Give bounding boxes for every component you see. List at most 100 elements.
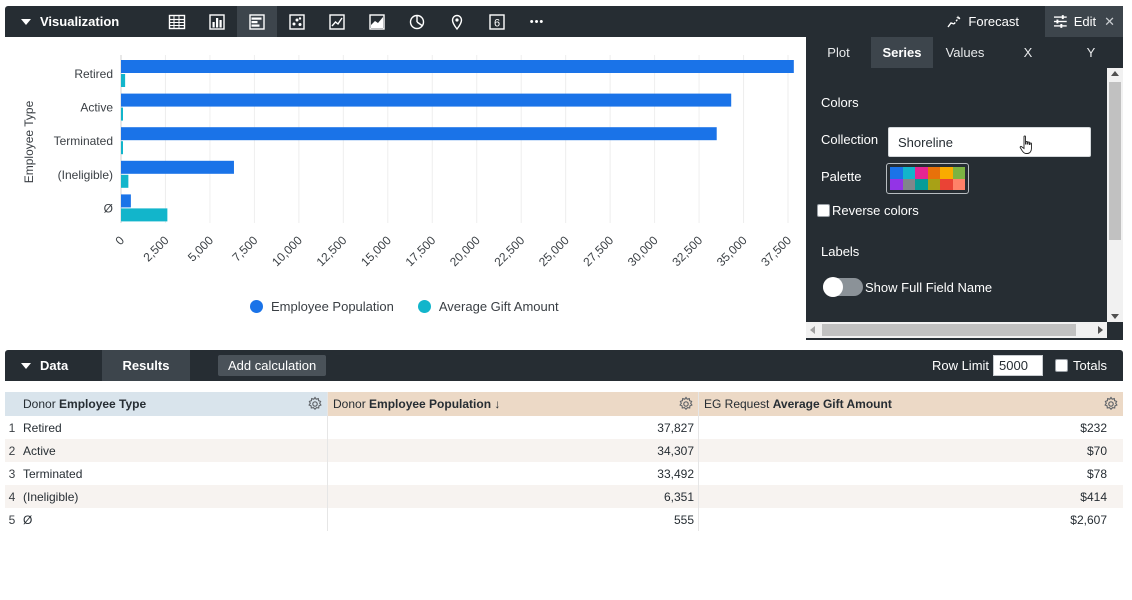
- collection-select[interactable]: Shoreline: [888, 127, 1091, 157]
- header-prefix: Donor: [333, 397, 370, 411]
- more-icon[interactable]: •••: [529, 15, 545, 28]
- pie-chart-icon[interactable]: [397, 6, 437, 37]
- table-row: 2 Active 34,307 $70: [5, 439, 1123, 462]
- scroll-down-arrow-icon[interactable]: [1111, 314, 1119, 319]
- row-limit-input[interactable]: 5000: [993, 355, 1044, 376]
- cell-average-gift-amount[interactable]: $2,607: [1070, 512, 1107, 527]
- edit-panel-body: Colors Collection Shoreline Palette Reve…: [806, 68, 1107, 322]
- bar-employee-population[interactable]: [121, 160, 234, 174]
- gear-icon[interactable]: [307, 396, 323, 412]
- caret-down-icon: [21, 18, 31, 25]
- sort-arrow-icon: ↓: [491, 397, 501, 411]
- header-bold: Average Gift Amount: [772, 397, 892, 411]
- column-header-average-gift-amount[interactable]: EG Request Average Gift Amount: [699, 392, 1123, 416]
- gear-icon[interactable]: [1103, 396, 1119, 412]
- cell-employee-type[interactable]: Ø: [19, 508, 328, 531]
- forecast-label: Forecast: [968, 14, 1019, 29]
- x-tick-label: 5,000: [185, 233, 216, 264]
- totals-checkbox[interactable]: [1055, 359, 1069, 372]
- visualization-toolbar: Visualization: [5, 6, 1123, 37]
- cell-employee-population[interactable]: 37,827: [328, 416, 699, 439]
- palette-swatch: [902, 178, 915, 190]
- bar-average-gift-amount[interactable]: [121, 74, 126, 87]
- cell-employee-population[interactable]: 6,351: [328, 485, 699, 508]
- tab-y[interactable]: Y: [1086, 45, 1096, 60]
- forecast-button[interactable]: Forecast: [946, 6, 1045, 37]
- reverse-colors-row[interactable]: Reverse colors: [817, 203, 919, 218]
- bar-average-gift-amount[interactable]: [121, 107, 123, 121]
- bar-employee-population[interactable]: [121, 93, 732, 107]
- single-value-icon[interactable]: 6: [477, 6, 517, 37]
- close-icon[interactable]: ✕: [1104, 13, 1115, 29]
- cell-average-gift-amount[interactable]: $78: [1086, 466, 1107, 481]
- bar-average-gift-amount[interactable]: [121, 174, 129, 188]
- tab-values[interactable]: Values: [945, 45, 985, 60]
- scroll-left-arrow-icon[interactable]: [810, 326, 815, 334]
- x-tick-label: 32,500: [669, 233, 705, 269]
- legend-item-employee-population[interactable]: Employee Population: [250, 299, 394, 314]
- reverse-colors-checkbox[interactable]: [817, 204, 830, 217]
- gear-icon[interactable]: [678, 396, 694, 412]
- tab-plot[interactable]: Plot: [827, 45, 850, 60]
- bar-average-gift-amount[interactable]: [121, 141, 123, 155]
- horizontal-scrollbar[interactable]: [806, 322, 1107, 338]
- cell-average-gift-amount[interactable]: $232: [1080, 420, 1107, 435]
- cell-employee-type[interactable]: Retired: [19, 416, 328, 439]
- palette-swatch: [927, 167, 940, 179]
- bar-employee-population[interactable]: [121, 127, 717, 141]
- vertical-scrollbar[interactable]: [1107, 68, 1123, 322]
- area-chart-icon[interactable]: [357, 6, 397, 37]
- cell-employee-population[interactable]: 34,307: [328, 439, 699, 462]
- horizontal-scroll-thumb[interactable]: [822, 324, 1076, 336]
- bar-employee-population[interactable]: [121, 194, 131, 208]
- cell-average-gift-amount[interactable]: $70: [1086, 443, 1107, 458]
- header-bold: Employee Population: [369, 397, 492, 411]
- row-number: 1: [8, 420, 16, 435]
- tab-x[interactable]: X: [1023, 45, 1033, 60]
- palette-picker[interactable]: [886, 163, 969, 194]
- data-toggle[interactable]: Data: [5, 350, 102, 381]
- row-number: 3: [8, 466, 16, 481]
- x-tick-label: 10,000: [269, 233, 305, 269]
- x-tick-label: 22,500: [491, 233, 527, 269]
- bar-employee-population[interactable]: [121, 60, 794, 73]
- show-full-field-name-row[interactable]: Show Full Field Name: [823, 277, 992, 297]
- table-row: 3 Terminated 33,492 $78: [5, 462, 1123, 485]
- table-icon[interactable]: [157, 6, 197, 37]
- column-chart-icon[interactable]: [197, 6, 237, 37]
- cell-employee-population[interactable]: 555: [328, 508, 699, 531]
- line-chart-icon[interactable]: [317, 6, 357, 37]
- legend-label: Employee Population: [271, 299, 394, 314]
- cell-employee-population[interactable]: 33,492: [328, 462, 699, 485]
- row-number: 4: [5, 489, 19, 504]
- visualization-toggle[interactable]: Visualization: [5, 6, 157, 37]
- column-header-employee-type[interactable]: Donor Employee Type: [19, 392, 328, 416]
- cell-employee-type[interactable]: Active: [19, 439, 328, 462]
- x-tick-label: 20,000: [447, 233, 483, 269]
- palette-swatch: [915, 167, 928, 179]
- palette-swatch: [902, 167, 915, 179]
- scroll-up-arrow-icon[interactable]: [1111, 71, 1119, 76]
- labels-heading: Labels: [821, 244, 860, 259]
- legend-label: Average Gift Amount: [438, 299, 559, 314]
- map-pin-icon[interactable]: [437, 6, 477, 37]
- cell-employee-type[interactable]: (Ineligible): [19, 485, 328, 508]
- scroll-right-arrow-icon[interactable]: [1098, 326, 1103, 334]
- add-calculation-button[interactable]: Add calculation: [218, 355, 327, 376]
- palette-label: Palette: [821, 169, 862, 184]
- cell-average-gift-amount[interactable]: $414: [1080, 489, 1107, 504]
- tab-series[interactable]: Series: [871, 37, 933, 68]
- x-tick-label: 30,000: [625, 233, 661, 269]
- palette-swatch: [915, 178, 928, 190]
- show-full-field-name-toggle[interactable]: [823, 277, 863, 297]
- edit-button[interactable]: Edit ✕: [1045, 6, 1123, 37]
- column-header-employee-population[interactable]: Donor Employee Population ↓: [328, 392, 699, 416]
- cell-employee-type[interactable]: Terminated: [19, 462, 328, 485]
- bar-chart-icon[interactable]: [237, 6, 277, 37]
- totals-row[interactable]: Totals: [1055, 358, 1107, 373]
- scatter-chart-icon[interactable]: [277, 6, 317, 37]
- tab-results[interactable]: Results: [102, 350, 190, 381]
- bar-average-gift-amount[interactable]: [121, 208, 168, 222]
- legend-item-average-gift-amount[interactable]: Average Gift Amount: [417, 299, 559, 314]
- vertical-scroll-thumb[interactable]: [1109, 82, 1121, 240]
